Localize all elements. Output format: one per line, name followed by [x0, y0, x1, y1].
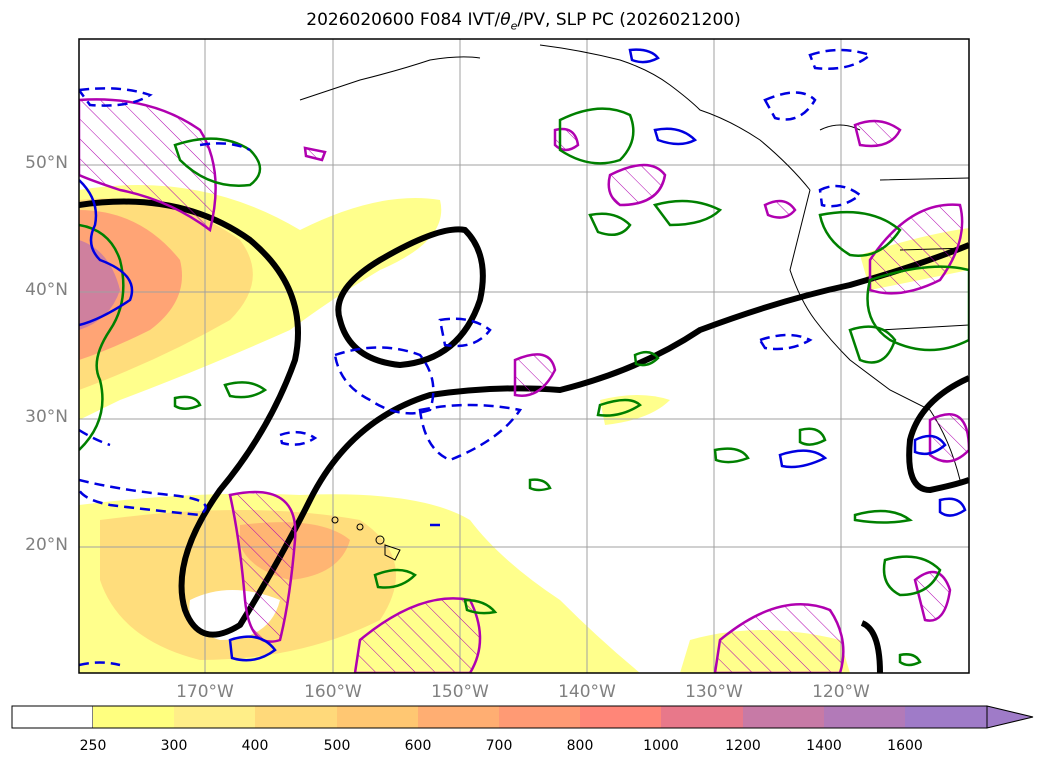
colorbar-tick: 600	[404, 738, 432, 754]
ivt-shading	[79, 185, 969, 673]
coastlines	[299, 44, 969, 561]
lon-label-140w: 140°W	[558, 682, 616, 702]
map-frame	[78, 38, 970, 674]
graticule	[79, 39, 969, 673]
blue-dashed-contours	[79, 48, 873, 667]
lon-label-160w: 160°W	[304, 682, 362, 702]
theta-e-contours	[79, 107, 969, 667]
colorbar-tick: 500	[323, 738, 351, 754]
colorbar-tick: 300	[160, 738, 188, 754]
colorbar-tick: 400	[241, 738, 269, 754]
colorbar-tick: 800	[566, 738, 594, 754]
lat-label-30n: 30°N	[25, 407, 68, 427]
lon-label-130w: 130°W	[685, 682, 743, 702]
colorbar-tick: 250	[79, 738, 107, 754]
blue-contours	[79, 48, 967, 662]
lon-label-120w: 120°W	[812, 682, 870, 702]
colorbar-tick: 1600	[887, 738, 923, 754]
lat-label-20n: 20°N	[25, 535, 68, 555]
lon-label-150w: 150°W	[431, 682, 489, 702]
colorbar-tick: 1200	[725, 738, 761, 754]
colorbar	[11, 705, 1034, 729]
colorbar-tick: 700	[485, 738, 513, 754]
colorbar-tick: 1000	[643, 738, 679, 754]
lon-label-170w: 170°W	[176, 682, 234, 702]
pv-contours	[79, 98, 969, 673]
map-content	[79, 39, 969, 673]
lat-label-50n: 50°N	[25, 153, 68, 173]
colorbar-tick: 1400	[806, 738, 842, 754]
map-title: 2026020600 F084 IVT/θe/PV, SLP PC (20260…	[306, 10, 741, 33]
lat-label-40n: 40°N	[25, 280, 68, 300]
